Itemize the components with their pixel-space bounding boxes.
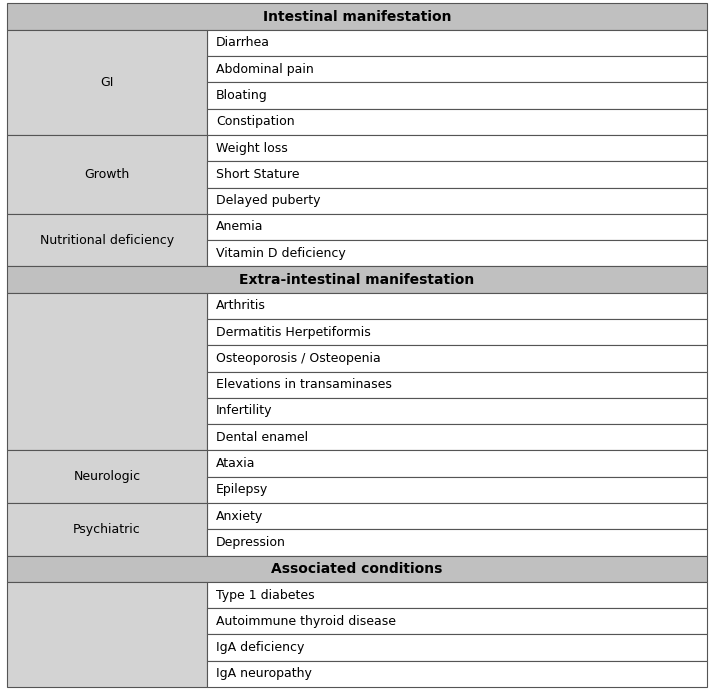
Text: Psychiatric: Psychiatric: [73, 523, 141, 536]
Bar: [7, 214, 206, 266]
Text: Epilepsy: Epilepsy: [216, 483, 268, 496]
Bar: [206, 371, 707, 398]
Bar: [206, 319, 707, 346]
Text: Nutritional deficiency: Nutritional deficiency: [40, 234, 174, 246]
Text: IgA deficiency: IgA deficiency: [216, 641, 304, 654]
Text: Depression: Depression: [216, 536, 286, 549]
Text: Associated conditions: Associated conditions: [271, 561, 443, 576]
Bar: [206, 450, 707, 477]
Bar: [7, 3, 707, 30]
Text: Osteoporosis / Osteopenia: Osteoporosis / Osteopenia: [216, 352, 381, 365]
Text: GI: GI: [100, 76, 114, 89]
Bar: [206, 83, 707, 109]
Bar: [7, 582, 206, 687]
Bar: [206, 530, 707, 556]
Text: Ataxia: Ataxia: [216, 457, 256, 470]
Text: Diarrhea: Diarrhea: [216, 36, 270, 49]
Bar: [206, 582, 707, 608]
Text: IgA neuropathy: IgA neuropathy: [216, 668, 312, 680]
Text: Growth: Growth: [84, 168, 129, 181]
Text: Weight loss: Weight loss: [216, 142, 288, 155]
Bar: [7, 266, 707, 293]
Text: Arthritis: Arthritis: [216, 299, 266, 312]
Bar: [206, 477, 707, 503]
Bar: [206, 503, 707, 530]
Bar: [206, 661, 707, 687]
Text: Autoimmune thyroid disease: Autoimmune thyroid disease: [216, 615, 396, 628]
Text: Intestinal manifestation: Intestinal manifestation: [263, 10, 451, 24]
Bar: [206, 30, 707, 56]
Text: Elevations in transaminases: Elevations in transaminases: [216, 378, 392, 391]
Bar: [206, 398, 707, 424]
Text: Delayed puberty: Delayed puberty: [216, 194, 321, 208]
Text: Dermatitis Herpetiformis: Dermatitis Herpetiformis: [216, 325, 371, 339]
Bar: [7, 450, 206, 503]
Bar: [7, 293, 206, 450]
Bar: [206, 634, 707, 661]
Text: Short Stature: Short Stature: [216, 168, 299, 181]
Text: Vitamin D deficiency: Vitamin D deficiency: [216, 247, 346, 260]
Text: Extra-intestinal manifestation: Extra-intestinal manifestation: [239, 273, 475, 287]
Bar: [206, 214, 707, 240]
Bar: [7, 503, 206, 556]
Text: Infertility: Infertility: [216, 405, 272, 418]
Text: Anxiety: Anxiety: [216, 509, 263, 523]
Bar: [206, 187, 707, 214]
Bar: [206, 608, 707, 634]
Text: Type 1 diabetes: Type 1 diabetes: [216, 589, 314, 602]
Bar: [206, 109, 707, 135]
Text: Anemia: Anemia: [216, 221, 263, 233]
Text: Neurologic: Neurologic: [74, 471, 141, 483]
Bar: [206, 424, 707, 450]
Text: Constipation: Constipation: [216, 115, 294, 128]
Bar: [7, 556, 707, 582]
Bar: [206, 161, 707, 187]
Bar: [206, 346, 707, 371]
Bar: [7, 30, 206, 135]
Text: Dental enamel: Dental enamel: [216, 431, 308, 443]
Bar: [7, 135, 206, 214]
Bar: [206, 56, 707, 83]
Bar: [206, 240, 707, 266]
Bar: [206, 135, 707, 161]
Bar: [206, 293, 707, 319]
Text: Abdominal pain: Abdominal pain: [216, 62, 313, 76]
Text: Bloating: Bloating: [216, 89, 268, 102]
